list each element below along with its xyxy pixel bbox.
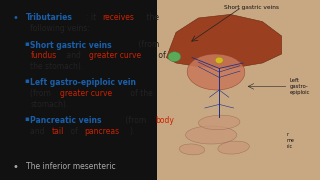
Ellipse shape [198,115,240,130]
Text: Left
gastro-
epiploic: Left gastro- epiploic [290,78,310,95]
Text: •: • [13,162,19,172]
Text: Tributaries: Tributaries [26,13,72,22]
Text: the: the [143,13,158,22]
Text: greater curve: greater curve [89,51,141,60]
Text: of: of [68,127,80,136]
Text: the stomach).: the stomach). [30,62,84,71]
Text: body: body [156,116,175,125]
Text: ).: ). [129,127,134,136]
Text: stomach).: stomach). [30,100,69,109]
Text: : it: : it [86,13,99,22]
FancyBboxPatch shape [157,0,320,180]
Text: of: of [156,51,166,60]
Text: pancreas: pancreas [84,127,119,136]
Ellipse shape [215,57,223,64]
Text: r
me
ric: r me ric [286,132,294,149]
Text: greater curve: greater curve [60,89,113,98]
Text: Left gastro-epiploic vein: Left gastro-epiploic vein [30,78,136,87]
Ellipse shape [186,126,237,144]
Text: of the: of the [128,89,152,98]
Ellipse shape [187,54,245,90]
Text: tail: tail [52,127,65,136]
Text: fundus: fundus [30,51,57,60]
Text: ▪: ▪ [24,40,29,46]
Text: receives: receives [102,13,134,22]
Text: ▪: ▪ [24,116,29,122]
Text: (from: (from [136,40,159,50]
Ellipse shape [168,52,181,62]
Text: Short gastric veins: Short gastric veins [30,40,112,50]
Text: •: • [13,13,19,23]
Text: following veins:: following veins: [30,24,90,33]
Text: and: and [64,51,84,60]
Text: The inferior mesenteric: The inferior mesenteric [26,162,115,171]
Text: Pancreatic veins: Pancreatic veins [30,116,102,125]
Ellipse shape [218,141,249,154]
Text: (from: (from [30,89,54,98]
Text: and: and [30,127,47,136]
Text: (from: (from [123,116,148,125]
Text: Short gastric veins: Short gastric veins [224,4,279,10]
Text: ▪: ▪ [24,78,29,84]
Polygon shape [166,14,282,68]
Ellipse shape [179,144,205,155]
